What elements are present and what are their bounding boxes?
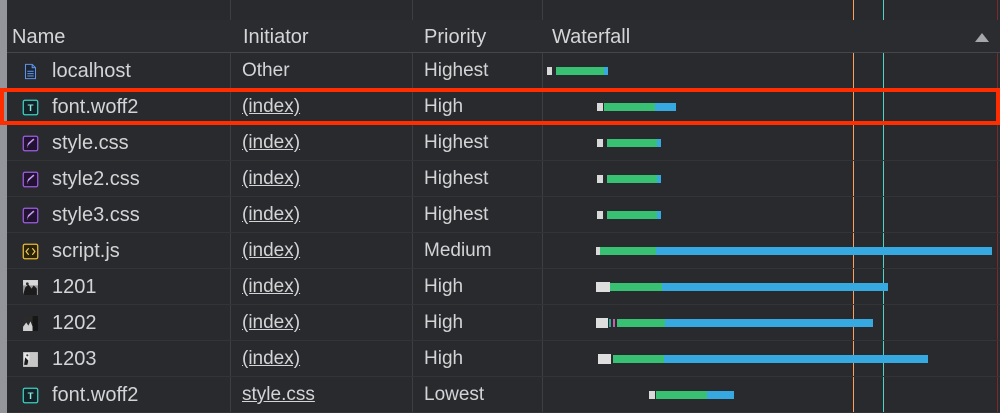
svg-text:T: T	[28, 103, 34, 114]
svg-text:T: T	[28, 391, 34, 402]
